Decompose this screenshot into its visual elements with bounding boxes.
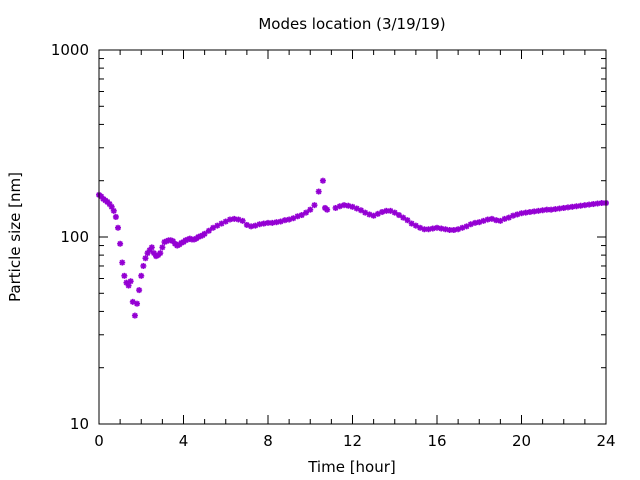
x-tick-label: 0 <box>94 432 104 450</box>
data-point <box>319 177 326 184</box>
data-point <box>391 209 398 216</box>
y-tick-label: 1000 <box>51 41 89 59</box>
data-point <box>298 212 305 219</box>
y-tick-label: 10 <box>70 415 89 433</box>
data-point <box>315 188 322 195</box>
data-point <box>239 217 246 224</box>
data-point <box>484 216 491 223</box>
data-point <box>307 206 314 213</box>
data-point <box>400 214 407 221</box>
data-point <box>205 227 212 234</box>
data-point <box>243 221 250 228</box>
x-tick-label: 20 <box>512 432 531 450</box>
data-point <box>136 287 143 294</box>
data-point <box>112 213 119 220</box>
data-point <box>357 207 364 214</box>
data-point <box>121 272 128 279</box>
plot-frame <box>98 49 607 425</box>
data-point <box>556 205 563 212</box>
data-point <box>140 262 147 269</box>
data-point <box>303 209 310 216</box>
data-point <box>395 212 402 219</box>
data-point <box>586 201 593 208</box>
y-axis-label: Particle size [nm] <box>6 172 24 302</box>
x-tick-label: 24 <box>596 432 615 450</box>
data-point <box>539 207 546 214</box>
data-point <box>341 202 348 209</box>
data-point <box>127 278 134 285</box>
data-point <box>131 312 138 319</box>
data-point <box>404 217 411 224</box>
data-point <box>119 259 126 266</box>
chart-title: Modes location (3/19/19) <box>258 15 445 33</box>
data-point <box>134 300 141 307</box>
data-point <box>148 244 155 251</box>
data-point <box>522 209 529 216</box>
data-point <box>157 250 164 257</box>
data-point <box>569 203 576 210</box>
x-tick-label: 4 <box>179 432 189 450</box>
data-point <box>115 224 122 231</box>
y-tick-label: 100 <box>60 228 89 246</box>
data-point <box>159 244 166 251</box>
data-point <box>201 230 208 237</box>
x-tick-label: 8 <box>263 432 273 450</box>
x-axis-label: Time [hour] <box>307 458 396 476</box>
x-tick-label: 12 <box>343 432 362 450</box>
data-point <box>142 255 149 262</box>
data-point <box>117 240 124 247</box>
data-point <box>311 202 318 209</box>
data-point <box>110 207 117 214</box>
data-point <box>324 206 331 213</box>
data-point <box>577 202 584 209</box>
x-tick-label: 16 <box>427 432 446 450</box>
data-point <box>573 203 580 210</box>
data-point <box>231 215 238 222</box>
data-point <box>560 204 567 211</box>
tick-labels: 0 4 8 12 16 20 24 10 100 1000 <box>51 41 616 450</box>
data-points <box>96 177 609 319</box>
data-point <box>535 207 542 214</box>
data-point <box>138 272 145 279</box>
axis-ticks <box>98 49 607 425</box>
